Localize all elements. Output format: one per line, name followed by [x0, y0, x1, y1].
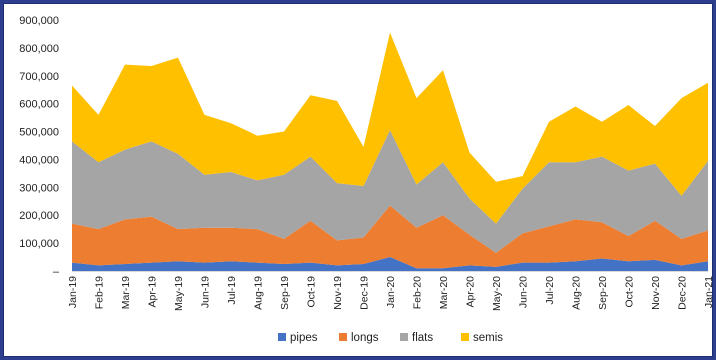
legend: pipes longs flats semis [278, 332, 503, 344]
x-tick-label: Jul-20 [544, 276, 556, 305]
x-tick-label: Aug-19 [253, 276, 265, 310]
x-tick-label: Mar-20 [438, 276, 450, 309]
x-tick-label: Oct-20 [624, 276, 636, 308]
x-tick-label: Jan-19 [67, 276, 79, 308]
area-flats [72, 130, 708, 253]
y-tick-label: 800,000 [19, 43, 59, 55]
legend-label-semis: semis [473, 332, 503, 344]
legend-label-flats: flats [412, 332, 433, 344]
x-tick-label: Aug-20 [571, 276, 583, 310]
legend-swatch-longs [339, 333, 347, 341]
axes: – 100,000 200,000 300,000 400,000 500,000 600,… [19, 15, 712, 311]
y-tick-label: 100,000 [19, 238, 59, 250]
x-tick-label: Jan-21 [703, 276, 712, 308]
y-tick-label: 200,000 [19, 210, 59, 222]
x-tick-label: Feb-20 [412, 276, 424, 309]
y-tick-label: 900,000 [19, 15, 59, 27]
legend-label-longs: longs [351, 332, 379, 344]
y-tick-label: 600,000 [19, 99, 59, 111]
y-tick-label: 300,000 [19, 182, 59, 194]
x-tick-label: Nov-20 [650, 276, 662, 310]
legend-swatch-pipes [278, 333, 286, 341]
y-tick-label: 700,000 [19, 71, 59, 83]
y-tick-label: 500,000 [19, 127, 59, 139]
legend-swatch-semis [461, 333, 469, 341]
y-tick-label: – [53, 266, 60, 278]
x-tick-label: May-19 [173, 276, 185, 311]
x-tick-label: Dec-20 [677, 276, 689, 310]
area-layers [72, 32, 708, 271]
area-longs [72, 205, 708, 269]
area-semis [72, 32, 708, 224]
legend-label-pipes: pipes [290, 332, 318, 344]
x-tick-label: Apr-19 [147, 276, 159, 308]
x-tick-label: Jul-19 [226, 276, 238, 305]
x-tick-label: Apr-20 [465, 276, 477, 308]
stacked-area-chart: – 100,000 200,000 300,000 400,000 500,000 600,… [19, 15, 712, 344]
chart-frame: – 100,000 200,000 300,000 400,000 500,000 600,… [3, 3, 713, 357]
y-tick-label: 400,000 [19, 154, 59, 166]
x-tick-label: Mar-19 [120, 276, 132, 309]
x-tick-label: Nov-19 [332, 276, 344, 310]
x-tick-label: Jun-20 [518, 276, 530, 308]
x-tick-label: Oct-19 [306, 276, 318, 308]
x-tick-label: Jan-20 [385, 276, 397, 308]
x-tick-label: Dec-19 [359, 276, 371, 310]
legend-swatch-flats [400, 333, 408, 341]
x-tick-label: May-20 [491, 276, 503, 311]
x-tick-label: Sep-20 [597, 276, 609, 310]
x-tick-label: Sep-19 [279, 276, 291, 310]
x-tick-label: Feb-19 [94, 276, 106, 309]
area-pipes [72, 257, 708, 271]
x-tick-label: Jun-19 [200, 276, 212, 308]
